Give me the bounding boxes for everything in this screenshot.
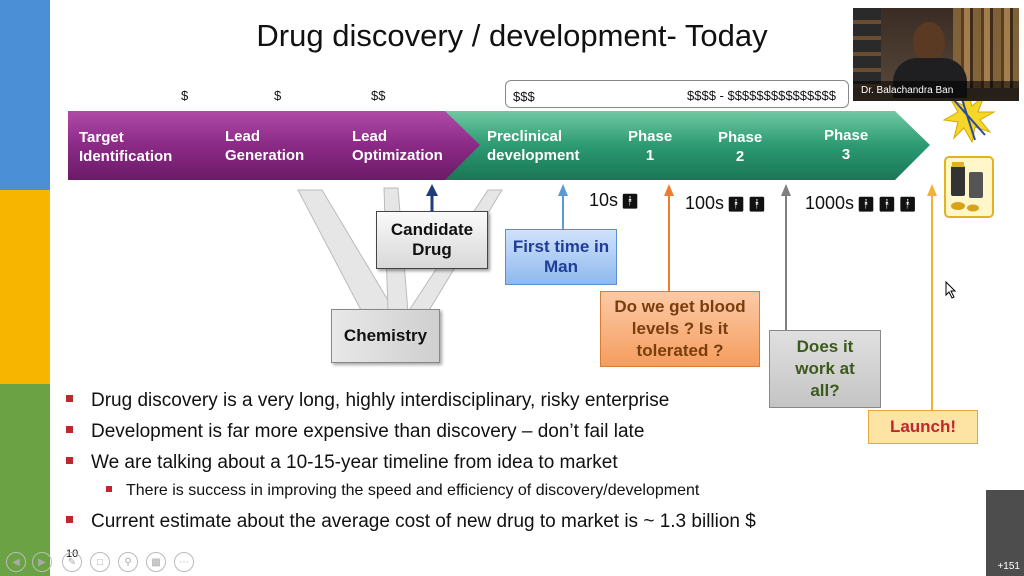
mouse-cursor-icon (945, 281, 957, 299)
does-it-work-box: Does it work at all? (769, 330, 881, 408)
bullet-2: Development is far more expensive than d… (66, 421, 644, 443)
chevron-phase3 (770, 111, 930, 180)
slides-view-icon[interactable]: □ (90, 552, 110, 572)
subjects-phase1: 10s 🚹︎ (589, 190, 639, 210)
candidate-drug-box: Candidate Drug (376, 211, 488, 269)
left-strip-yellow (0, 190, 50, 384)
cost-label-clinical: $$$$ - $$$$$$$$$$$$$$$ (687, 88, 836, 103)
person-icon: 🚹︎ (621, 193, 639, 209)
screen-icon[interactable]: ▩ (146, 552, 166, 572)
bullet-marker (106, 485, 112, 492)
subjects-phase3: 1000s 🚹︎ 🚹︎ 🚹︎ (805, 193, 917, 213)
stage-target-identification: Target Identification (79, 129, 173, 165)
more-options-icon[interactable]: ⋯ (174, 552, 194, 572)
chevron-target-identification (68, 111, 225, 180)
person-icon: 🚹︎ (898, 196, 917, 212)
chevron-preclinical (440, 111, 645, 180)
left-strip-green (0, 384, 50, 576)
cost-label-target: $ (181, 88, 189, 103)
chevron-lead-generation (180, 111, 375, 180)
person-icon: 🚹︎ (857, 196, 875, 212)
blood-levels-box: Do we get blood levels ? Is it tolerated… (600, 291, 760, 367)
participant-name-label: Dr. Balachandra Ban (853, 81, 1019, 101)
stage-lead-generation: Lead Generation (225, 128, 305, 164)
arrow-first-time-head (558, 184, 568, 196)
cost-label-lead-opt: $$ (371, 88, 386, 103)
prev-slide-button[interactable]: ◀ (6, 552, 26, 572)
person-icon: 🚹︎ (727, 196, 745, 212)
stage-preclinical-development: Preclinical development (487, 128, 580, 164)
subjects-phase2: 100s 🚹︎ 🚹︎ (685, 193, 766, 213)
bullet-marker (66, 457, 73, 465)
bullet-marker (66, 395, 73, 403)
cost-label-lead-gen: $ (274, 88, 282, 103)
person-icon: 🚹︎ (747, 196, 766, 212)
left-strip-blue (0, 0, 50, 190)
participants-more-tile[interactable]: +151 (986, 490, 1024, 576)
bullet-4: Current estimate about the average cost … (66, 511, 756, 533)
bullet-marker (66, 516, 73, 524)
stage-phase-2: Phase 2 (718, 129, 763, 165)
cost-range-box (505, 80, 849, 108)
launch-box: Launch! (868, 410, 978, 444)
left-shelf (853, 8, 881, 88)
arrow-blood-levels-head (664, 184, 674, 196)
arrow-candidate-head (426, 184, 438, 196)
arrow-launch-head (927, 184, 937, 196)
stage-phase-1: Phase 1 (628, 128, 673, 164)
bullet-marker (66, 426, 73, 434)
next-slide-button[interactable]: ▶ (32, 552, 52, 572)
video-tile[interactable]: Dr. Balachandra Ban (853, 8, 1019, 101)
chevron-phase2 (690, 111, 820, 180)
chevron-lead-optimization (330, 111, 480, 180)
cost-label-preclinical: $$$ (513, 89, 535, 104)
arrow-does-work-head (781, 184, 791, 196)
participant-head (913, 22, 945, 62)
zoom-icon[interactable]: ⚲ (118, 552, 138, 572)
stage-lead-optimization: Lead Optimization (352, 128, 443, 164)
stage-phase-3: Phase 3 (824, 127, 869, 163)
chemistry-box: Chemistry (331, 309, 440, 363)
pen-tool-icon[interactable]: ✎ (62, 552, 82, 572)
person-icon: 🚹︎ (877, 196, 896, 212)
participant-count: +151 (997, 561, 1020, 572)
bullet-3-sub: There is success in improving the speed … (106, 482, 699, 500)
first-time-in-man-box: First time in Man (505, 229, 617, 285)
bullet-3: We are talking about a 10-15-year timeli… (66, 452, 618, 474)
bullet-1: Drug discovery is a very long, highly in… (66, 390, 669, 412)
slide-title: Drug discovery / development- Today (256, 18, 768, 53)
chevron-phase1 (600, 111, 735, 180)
